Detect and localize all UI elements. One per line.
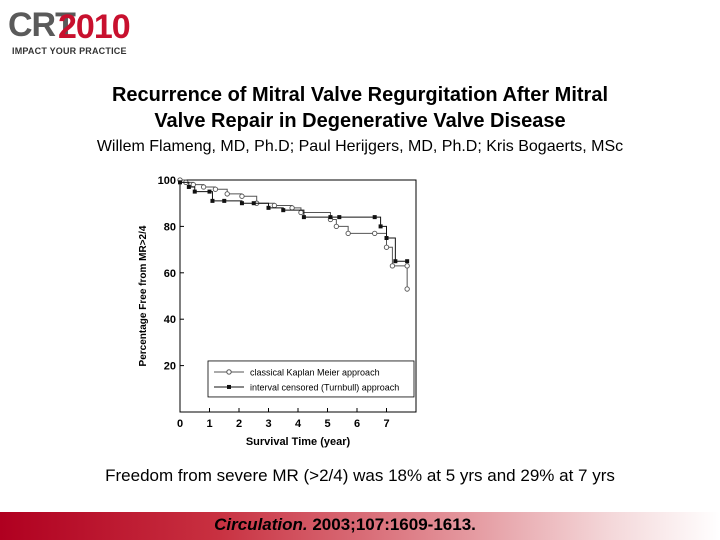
data-point — [207, 189, 212, 194]
slide-title-line-1: Recurrence of Mitral Valve Regurgitation… — [111, 84, 609, 106]
data-point — [372, 230, 378, 237]
slide-title: Recurrence of Mitral Valve Regurgitation… — [40, 82, 680, 134]
data-point — [289, 205, 295, 211]
data-point — [301, 215, 306, 220]
series-line-2 — [180, 181, 408, 262]
data-point — [393, 259, 398, 264]
x-tick-label: 3 — [265, 418, 271, 430]
data-point — [186, 184, 191, 189]
x-tick-label: 6 — [354, 418, 360, 430]
data-point — [383, 244, 390, 250]
legend-marker — [226, 369, 232, 375]
data-point — [210, 198, 215, 203]
data-point — [190, 181, 196, 188]
data-point — [281, 208, 286, 213]
data-point — [178, 180, 182, 185]
citation: Circulation. 2003;107:1609-1613. — [0, 515, 690, 535]
x-tick-label: 4 — [295, 418, 302, 430]
footer-bar: Circulation. 2003;107:1609-1613. — [0, 512, 720, 540]
y-tick-label: 100 — [158, 175, 176, 187]
y-tick-label: 60 — [164, 268, 176, 280]
x-tick-label: 0 — [177, 418, 183, 430]
x-tick-label: 1 — [206, 418, 212, 430]
data-point — [404, 286, 410, 292]
slide-caption: Freedom from severe MR (>2/4) was 18% at… — [105, 466, 615, 485]
legend-marker — [227, 384, 231, 389]
data-point — [384, 236, 389, 240]
data-point — [251, 201, 256, 206]
x-tick-label: 2 — [236, 418, 242, 430]
y-tick-label: 20 — [164, 361, 176, 373]
logo-crt-text: CRT — [8, 6, 76, 44]
legend-label: classical Kaplan Meier approach — [250, 367, 380, 377]
data-point — [222, 198, 227, 203]
data-point — [192, 189, 197, 194]
slide-authors: Willem Flameng, MD, Ph.D; Paul Herijgers… — [96, 138, 624, 155]
data-point — [271, 202, 278, 209]
data-point — [239, 201, 244, 206]
data-point — [405, 259, 410, 264]
data-point — [389, 263, 396, 269]
y-axis-label: Percentage Free from MR>2/4 — [138, 225, 149, 366]
citation-journal: Circulation. — [214, 515, 308, 534]
data-point — [337, 215, 342, 220]
logo-year-text: 2010 — [58, 8, 131, 46]
data-point — [298, 209, 304, 216]
x-axis-label: Survival Time (year) — [246, 436, 351, 448]
data-point — [404, 263, 410, 269]
legend-label: interval censored (Turnbull) approach — [250, 382, 399, 392]
data-point — [212, 186, 219, 192]
x-tick-label: 7 — [383, 418, 389, 430]
citation-details: 2003;107:1609-1613. — [307, 515, 476, 534]
data-point — [333, 223, 340, 230]
y-tick-label: 80 — [164, 221, 176, 233]
slide-title-line-2: Valve Repair in Degenerative Valve Disea… — [154, 110, 566, 132]
data-point — [328, 215, 333, 220]
data-point — [239, 193, 245, 199]
data-point — [200, 184, 207, 190]
survival-chart: 20 40 60 80 100 0 1 2 3 4 5 6 7 Survival Time (year) P… — [138, 175, 417, 448]
data-point — [224, 191, 230, 197]
legend-box — [207, 360, 415, 398]
data-point — [372, 215, 377, 220]
data-point — [345, 230, 351, 237]
crt-2010-logo: CRT 2010 IMPACT YOUR PRACTICE — [8, 6, 148, 56]
y-tick-label: 40 — [164, 314, 176, 326]
x-tick-label: 5 — [324, 418, 330, 430]
logo-tagline: IMPACT YOUR PRACTICE — [12, 46, 127, 56]
data-point — [378, 224, 383, 229]
data-point — [266, 205, 271, 210]
